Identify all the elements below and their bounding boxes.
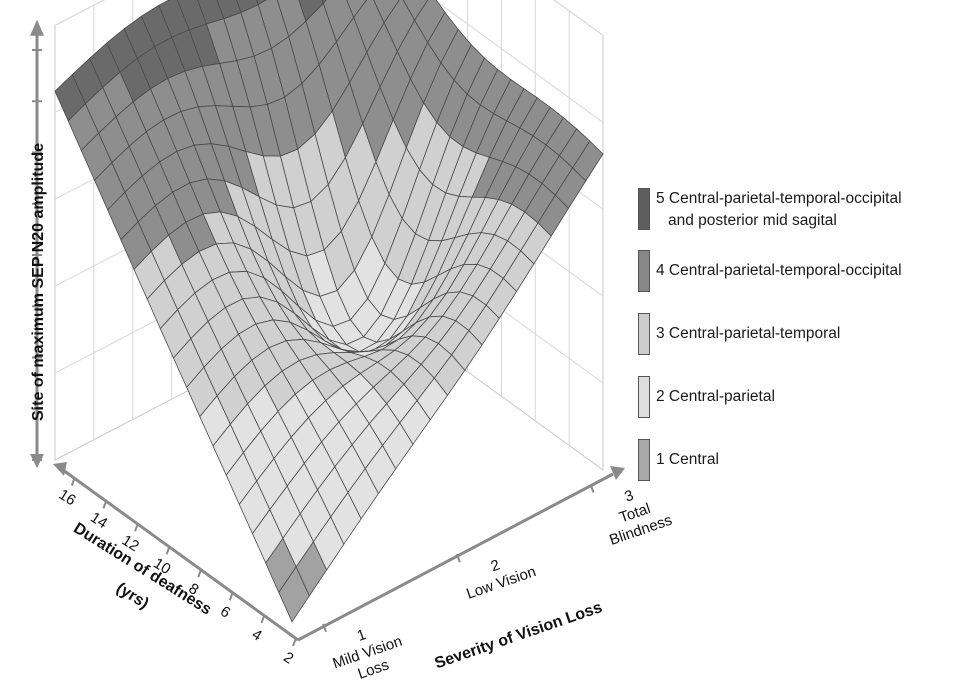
legend-item-2: 2 Central-parietal xyxy=(638,376,775,418)
y-axis-label-line2: (yrs) xyxy=(113,580,151,613)
axes-group xyxy=(30,19,625,647)
vision-axis-line xyxy=(297,472,614,642)
x-tick-label-1: 1 xyxy=(355,626,368,645)
duration-axis-tick xyxy=(134,522,139,532)
legend-swatch-1 xyxy=(638,439,650,481)
legend-label-1: 1 Central xyxy=(656,451,719,468)
duration-axis-tick xyxy=(70,477,76,486)
legend-label-5: 5 Central-parietal-temporal-occipital xyxy=(656,190,902,207)
duration-axis-tick xyxy=(102,500,108,509)
z-axis-label: Site of maximum SEP N20 amplitude xyxy=(30,143,47,421)
legend-swatch-3 xyxy=(638,313,650,355)
z-axis-arrow xyxy=(30,19,44,36)
legend-label-4: 4 Central-parietal-temporal-occipital xyxy=(656,262,902,279)
y-tick-label-2: 2 xyxy=(280,649,296,668)
surface-mesh xyxy=(54,0,604,623)
duration-axis-tick xyxy=(260,614,266,624)
duration-axis-tick xyxy=(197,568,203,578)
legend-label-2: 2 Central-parietal xyxy=(656,388,775,405)
duration-axis-arrow xyxy=(53,462,67,476)
y-tick-label-10: 10 xyxy=(150,555,173,578)
legend-item-5: 5 Central-parietal-temporal-occipital an… xyxy=(638,188,902,232)
duration-axis-tick xyxy=(292,637,297,647)
y-tick-label-16: 16 xyxy=(56,486,79,509)
legend-swatch-2 xyxy=(638,376,650,418)
duration-axis-line xyxy=(62,468,299,642)
surface-cell xyxy=(278,566,310,623)
legend-swatch-5 xyxy=(638,188,650,230)
vision-axis-tick xyxy=(589,484,595,493)
legend-item-4: 4 Central-parietal-temporal-occipital xyxy=(638,250,902,292)
x-tick-label-3: 3 xyxy=(622,487,635,506)
y-tick-label-14: 14 xyxy=(87,509,110,532)
x-tick-label-2: 2 xyxy=(489,556,502,575)
legend-label-3: 3 Central-parietal-temporal xyxy=(656,325,841,342)
vision-axis-arrow xyxy=(610,466,625,480)
vision-axis-tick xyxy=(322,623,328,633)
legend-item-3: 3 Central-parietal-temporal xyxy=(638,313,840,355)
legend-label-5-line2: and posterior mid sagital xyxy=(668,212,837,229)
y-tick-label-6: 6 xyxy=(217,603,233,622)
vision-axis-tick xyxy=(455,553,461,563)
y-tick-label-4: 4 xyxy=(249,626,265,645)
x-tick-sublabel-2: Low Vision xyxy=(464,563,538,603)
legend-swatch-4 xyxy=(638,250,650,292)
y-tick-label-12: 12 xyxy=(119,532,142,555)
x-axis-label: Severity of Vision Loss xyxy=(433,599,605,672)
duration-axis-tick xyxy=(228,591,234,601)
duration-axis-tick xyxy=(165,545,171,555)
legend-item-1: 1 Central xyxy=(638,439,719,481)
